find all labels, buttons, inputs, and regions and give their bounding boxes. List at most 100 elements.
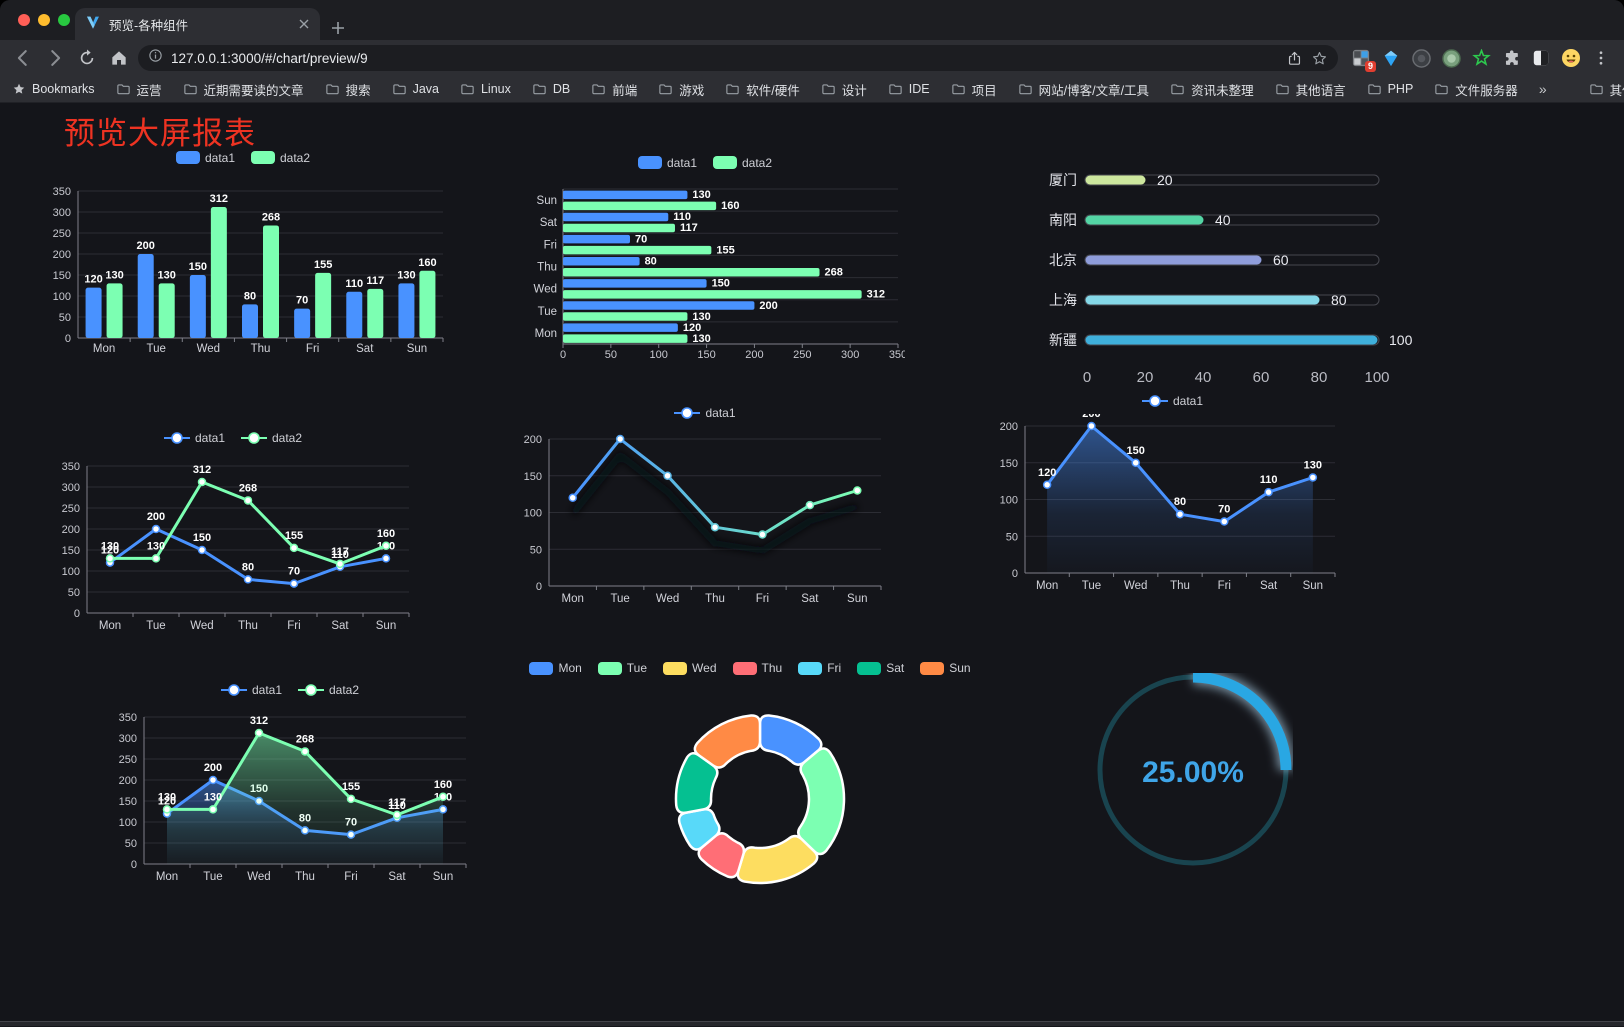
- share-icon[interactable]: [1286, 50, 1303, 67]
- legend-item-Sun[interactable]: Sun: [920, 661, 971, 675]
- svg-text:Sun: Sun: [847, 593, 867, 605]
- legend-line-dot-icon: [220, 683, 247, 696]
- legend-item-data1[interactable]: data1: [163, 431, 225, 445]
- bookmark-star-icon[interactable]: [1311, 50, 1328, 67]
- browser-tab[interactable]: 预览-各种组件: [75, 8, 320, 40]
- donut-chart[interactable]: Mon Tue Wed Thu Fri Sat Sun: [529, 658, 971, 958]
- bookmark-folder[interactable]: 其他语言: [1275, 80, 1346, 99]
- forward-button[interactable]: [42, 45, 68, 71]
- gem-extension-icon[interactable]: [1380, 47, 1402, 69]
- svg-text:150: 150: [1127, 445, 1145, 457]
- legend-item-data1[interactable]: data1: [1141, 394, 1203, 408]
- bookmark-folder[interactable]: 文件服务器: [1434, 80, 1518, 99]
- folder-icon: [533, 83, 546, 94]
- progress-chart-canvas[interactable]: 0 20 40 60 80 100 厦门 20 南阳 40 北京 60 上海 80 新疆 100: [1002, 160, 1414, 392]
- folder-icon: [325, 83, 339, 94]
- legend-item-data1[interactable]: data1: [175, 151, 235, 165]
- bookmark-folder[interactable]: 运营: [116, 80, 162, 99]
- legend-item-data2[interactable]: data2: [241, 431, 302, 445]
- legend-item-Wed[interactable]: Wed: [663, 661, 717, 675]
- svg-text:80: 80: [1174, 496, 1186, 508]
- bookmark-folder[interactable]: 近期需要读的文章: [183, 80, 304, 99]
- bookmark-folder[interactable]: PHP: [1367, 82, 1413, 97]
- bookmark-folder[interactable]: IDE: [888, 82, 930, 97]
- bookmark-folder[interactable]: 软件/硬件: [725, 80, 800, 99]
- bookmark-folder[interactable]: Linux: [460, 82, 511, 97]
- bookmark-folder[interactable]: 前端: [591, 80, 637, 99]
- folder-icon: [461, 83, 474, 94]
- close-window-button[interactable]: [18, 14, 30, 26]
- green-star-extension-icon[interactable]: [1470, 47, 1492, 69]
- folder-icon: [1367, 83, 1381, 94]
- line-chart-canvas[interactable]: 0 50 100 150 200 250 300 350 Mon Tue Wed Thu Fri Sat S…: [90, 702, 490, 885]
- bookmark-folder[interactable]: Java: [392, 82, 439, 97]
- green-circle-extension-icon[interactable]: [1440, 47, 1462, 69]
- legend-swatch-icon: [920, 661, 945, 675]
- line-chart-two-series[interactable]: data1 data2 0 50 100 150 200 250 300 350 Mon Tue Wed…: [33, 428, 433, 638]
- legend-item-Fri[interactable]: Fri: [798, 661, 841, 675]
- site-info-icon[interactable]: [148, 48, 163, 68]
- emoji-avatar-icon[interactable]: [1560, 47, 1582, 69]
- progress-bar-chart[interactable]: 0 20 40 60 80 100 厦门 20 南阳 40 北京 60 上海 80 新疆 100: [1002, 160, 1414, 392]
- extension-badge: 9: [1364, 61, 1376, 72]
- window-bottom-edge: [0, 1021, 1624, 1026]
- grouped-bar-chart[interactable]: data1 data2 0 50 100 150 200 250 300 350 Mon Tue Wed…: [33, 148, 453, 383]
- reload-button[interactable]: [74, 45, 100, 71]
- bookmark-folder[interactable]: 资讯未整理: [1170, 80, 1254, 99]
- zoom-window-button[interactable]: [58, 14, 70, 26]
- line-chart-canvas[interactable]: 0 50 100 150 200 Mon Tue Wed Thu Fri Sat Sun 120 200 1…: [995, 414, 1350, 591]
- gauge-chart[interactable]: 25.00%: [1093, 673, 1293, 878]
- bookmark-label: Java: [412, 82, 439, 96]
- donut-slice-Wed[interactable]: [736, 834, 819, 885]
- svg-text:Wed: Wed: [656, 593, 679, 605]
- bookmarks-overflow-chevron[interactable]: »: [1538, 81, 1547, 97]
- horizontal-bar-chart[interactable]: data1 data2 0 50 100 150 200 250 300 350 Sun 130 160…: [505, 153, 905, 365]
- legend-item-Sat[interactable]: Sat: [857, 661, 904, 675]
- bookmark-folder[interactable]: DB: [532, 82, 570, 97]
- bookmark-folder[interactable]: 游戏: [658, 80, 704, 99]
- bookmark-folder[interactable]: 项目: [951, 80, 997, 99]
- legend-item-data2[interactable]: data2: [251, 151, 310, 165]
- minimize-window-button[interactable]: [38, 14, 50, 26]
- svg-text:160: 160: [377, 528, 395, 540]
- area-line-chart[interactable]: data1 0 50 100 150 200 Mon Tue Wed Thu Fri Sat Sun 12…: [995, 391, 1350, 591]
- area-line-chart-two-series[interactable]: data1 data2 0 50 100 150 200 250 300 350 Mon Tue Wed…: [90, 680, 490, 885]
- bar-chart-canvas[interactable]: 0 50 100 150 200 250 300 350 Mon Tue Wed Thu Fri Sat S…: [33, 171, 453, 383]
- bookmarks-root[interactable]: Bookmarks: [12, 82, 95, 96]
- donut-slice-Tue[interactable]: [797, 747, 846, 856]
- legend-item-Mon[interactable]: Mon: [529, 661, 582, 675]
- bookmark-folder[interactable]: 网站/博客/文章/工具: [1018, 80, 1149, 99]
- svg-text:60: 60: [1253, 369, 1270, 386]
- legend-item-data1[interactable]: data1: [674, 406, 736, 420]
- bookmark-folder[interactable]: 设计: [821, 80, 867, 99]
- other-bookmarks-folder[interactable]: 其他书签: [1589, 80, 1624, 99]
- gauge-chart-canvas[interactable]: 25.00%: [1093, 673, 1293, 878]
- bookmark-folder[interactable]: 搜索: [325, 80, 371, 99]
- svg-text:Sat: Sat: [1260, 580, 1278, 591]
- home-button[interactable]: [106, 45, 132, 71]
- new-tab-button[interactable]: [330, 20, 346, 36]
- menu-dots-icon[interactable]: [1588, 45, 1614, 71]
- back-button[interactable]: [10, 45, 36, 71]
- legend-item-data1[interactable]: data1: [220, 683, 282, 697]
- gradient-line-chart-canvas[interactable]: 0 50 100 150 200 Mon Tue Wed Thu Fri Sat Sun: [505, 426, 905, 608]
- url-bar[interactable]: 127.0.0.1:3000/#/chart/preview/9: [138, 45, 1338, 71]
- svg-text:130: 130: [101, 540, 119, 552]
- legend-item-data2[interactable]: data2: [713, 156, 772, 170]
- donut-slice-Sun[interactable]: [693, 714, 762, 769]
- puzzle-extensions-icon[interactable]: [1500, 47, 1522, 69]
- dark-circle-extension-icon[interactable]: [1410, 47, 1432, 69]
- svg-text:160: 160: [434, 779, 452, 791]
- legend-item-Thu[interactable]: Thu: [732, 661, 782, 675]
- url-text[interactable]: 127.0.0.1:3000/#/chart/preview/9: [171, 50, 368, 66]
- tab-close-icon[interactable]: [298, 18, 310, 30]
- donut-chart-canvas[interactable]: [560, 681, 940, 921]
- line-chart-canvas[interactable]: 0 50 100 150 200 250 300 350 Mon Tue Wed Thu Fri Sat S…: [33, 451, 433, 638]
- contrast-extension-icon[interactable]: [1530, 47, 1552, 69]
- gradient-line-chart[interactable]: data1 0 50 100 150 200 Mon Tue Wed Thu Fri Sat Sun: [505, 403, 905, 608]
- legend-item-data1[interactable]: data1: [637, 156, 697, 170]
- legend-item-Tue[interactable]: Tue: [597, 661, 647, 675]
- proxy-extension-icon[interactable]: 9: [1350, 47, 1376, 72]
- legend-item-data2[interactable]: data2: [298, 683, 359, 697]
